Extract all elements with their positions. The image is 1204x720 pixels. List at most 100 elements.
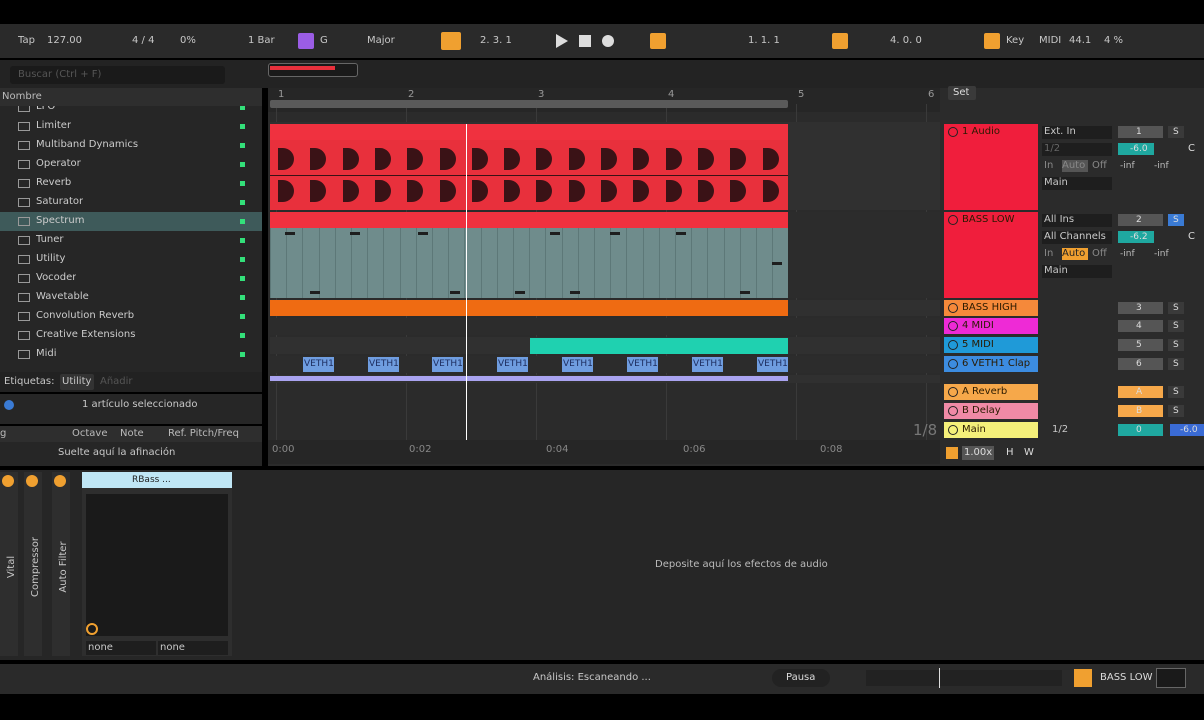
chain-name[interactable]: none (160, 642, 185, 653)
rack-name[interactable]: RBass ... (132, 475, 171, 485)
pan[interactable]: C (1188, 143, 1195, 154)
midi-note (310, 291, 320, 294)
browser-item[interactable]: Midi (36, 348, 57, 359)
height-button[interactable]: H (1006, 447, 1014, 458)
tag[interactable]: Utility (62, 376, 92, 387)
time-label: 0:08 (820, 444, 843, 455)
chain-name[interactable]: none (88, 642, 113, 653)
browser-item[interactable]: Utility (36, 253, 66, 264)
transport-signature[interactable]: 4 / 4 (132, 35, 155, 46)
track-name[interactable]: BASS LOW (962, 214, 1015, 225)
solo-button[interactable]: S (1173, 215, 1179, 225)
track-name[interactable]: B Delay (962, 405, 1001, 416)
tag-add[interactable]: Añadir (100, 376, 133, 387)
monitor-button[interactable]: In (1044, 248, 1054, 259)
solo-button[interactable]: S (1173, 406, 1179, 416)
search-placeholder[interactable]: Buscar (Ctrl + F) (18, 69, 102, 80)
browser-item[interactable]: Vocoder (36, 272, 77, 283)
waveform-blob (633, 148, 650, 170)
clip-label[interactable]: VETH1 (628, 359, 658, 369)
device-name[interactable]: Vital (6, 555, 17, 579)
browser-item[interactable]: Multiband Dynamics (36, 139, 139, 150)
track-name[interactable]: 4 MIDI (962, 320, 994, 331)
width-button[interactable]: W (1024, 447, 1034, 458)
solo-button[interactable]: S (1173, 303, 1179, 313)
send-level[interactable]: -inf (1120, 249, 1135, 259)
volume[interactable]: -6.2 (1130, 232, 1148, 242)
rack-knob (86, 623, 98, 635)
browser-item[interactable]: Wavetable (36, 291, 89, 302)
browser-item[interactable]: Saturator (36, 196, 84, 207)
transport-key[interactable]: G (320, 35, 328, 46)
track-name[interactable]: Main (962, 424, 986, 435)
transport-loop-length[interactable]: 4. 0. 0 (890, 35, 922, 46)
input-channel[interactable]: All Channels (1044, 231, 1106, 242)
solo-button[interactable]: S (1173, 321, 1179, 331)
volume[interactable]: -6.0 (1130, 144, 1148, 154)
pause-label[interactable]: Pausa (786, 672, 816, 683)
monitor-button[interactable]: In (1044, 160, 1054, 171)
send-level[interactable]: -inf (1154, 161, 1169, 171)
device-name[interactable]: Auto Filter (58, 541, 69, 593)
browser-item[interactable]: Reverb (36, 177, 72, 188)
transport-cpu[interactable]: 4 % (1104, 35, 1124, 46)
browser-item[interactable]: Spectrum (36, 215, 85, 226)
transport-loop-start[interactable]: 1. 1. 1 (748, 35, 780, 46)
main-channel[interactable]: 1/2 (1052, 424, 1069, 435)
solo-button[interactable]: S (1173, 359, 1179, 369)
transport-midi-map[interactable]: MIDI (1039, 35, 1062, 46)
clip-label[interactable]: VETH1 (304, 359, 334, 369)
solo-button[interactable]: S (1173, 127, 1179, 137)
solo-button[interactable]: S (1173, 340, 1179, 350)
transport-key-map[interactable]: Key (1006, 35, 1025, 46)
track-name[interactable]: BASS HIGH (962, 302, 1018, 313)
bar-number: 5 (798, 89, 805, 100)
clip-label[interactable]: VETH1 (498, 359, 528, 369)
browser-item[interactable]: Creative Extensions (36, 329, 136, 340)
browser-item[interactable]: Operator (36, 158, 81, 169)
monitor-button[interactable]: Off (1092, 248, 1107, 259)
track-name[interactable]: 1 Audio (962, 126, 1000, 137)
zoom[interactable]: 1/8 (913, 421, 938, 439)
browser-item[interactable]: LFO (36, 101, 56, 112)
tag-chip (60, 374, 94, 390)
output-type[interactable]: Main (1044, 265, 1068, 276)
monitor-button[interactable]: Off (1092, 160, 1107, 171)
transport-groove[interactable]: 0% (180, 35, 196, 46)
pan[interactable]: C (1188, 231, 1195, 242)
tempo-scale[interactable]: 1.00x (964, 447, 993, 458)
track-name[interactable]: A Reverb (962, 386, 1008, 397)
transport-sample-rate[interactable]: 44.1 (1069, 35, 1092, 46)
track-name[interactable]: 5 MIDI (962, 339, 994, 350)
transport-tempo[interactable]: 127.00 (47, 35, 82, 46)
browser-item[interactable]: Convolution Reverb (36, 310, 135, 321)
transport-scale[interactable]: Major (367, 35, 395, 46)
clip-label[interactable]: VETH1 (693, 359, 723, 369)
monitor-button[interactable]: Auto (1062, 248, 1086, 259)
set-label[interactable]: Set (953, 87, 970, 98)
browser-item[interactable]: Tuner (36, 234, 64, 245)
waveform-blob (536, 180, 553, 202)
clip-label[interactable]: VETH1 (369, 359, 399, 369)
clip-label[interactable]: VETH1 (563, 359, 593, 369)
input-type[interactable]: All Ins (1044, 214, 1075, 225)
transport-position[interactable]: 2. 3. 1 (480, 35, 512, 46)
send-level[interactable]: -inf (1120, 161, 1135, 171)
clip-label[interactable]: VETH1 (758, 359, 788, 369)
solo-box (1168, 386, 1184, 398)
device-name[interactable]: Compressor (30, 537, 41, 597)
folder-icon (18, 179, 30, 188)
input-type[interactable]: Ext. In (1044, 126, 1076, 137)
transport-tap[interactable]: Tap (18, 35, 35, 46)
browser-item[interactable]: Limiter (36, 120, 72, 131)
solo-button[interactable]: S (1173, 387, 1179, 397)
transport-quantize[interactable]: 1 Bar (248, 35, 275, 46)
output-type[interactable]: Main (1044, 177, 1068, 188)
info-icon (4, 400, 14, 410)
input-channel[interactable]: 1/2 (1044, 143, 1061, 154)
main-volume[interactable]: -6.0 (1180, 425, 1198, 435)
track-name[interactable]: 6 VETH1 Clap (962, 358, 1031, 369)
send-level[interactable]: -inf (1154, 249, 1169, 259)
monitor-button[interactable]: Auto (1062, 160, 1086, 171)
clip-label[interactable]: VETH1 (433, 359, 463, 369)
